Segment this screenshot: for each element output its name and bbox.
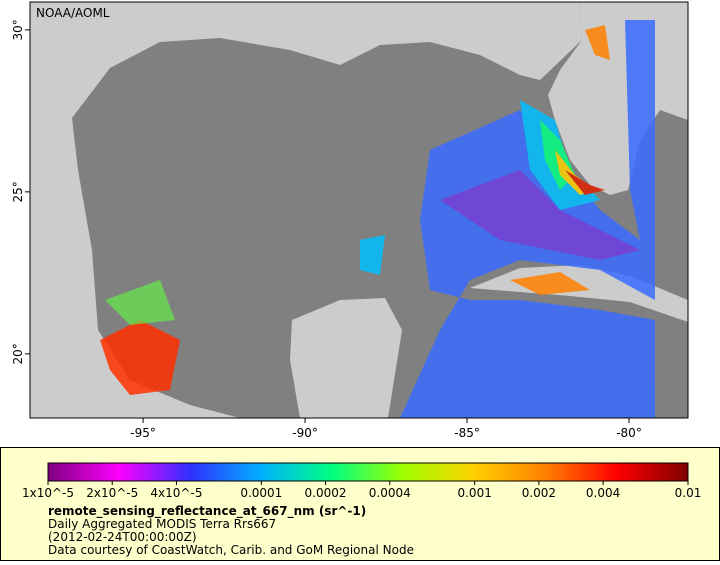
colorbar-tick-label: 0.01 [675, 486, 702, 500]
lat-tick-label: 20° [11, 343, 25, 364]
colorbar-tick-label: 2x10^-5 [86, 486, 138, 500]
map-frame [29, 1, 689, 419]
map [30, 2, 688, 418]
colorbar [47, 462, 689, 482]
land [290, 298, 402, 418]
lat-tick-label: 30° [11, 19, 25, 40]
colorbar-tick-label: 0.004 [586, 486, 620, 500]
lon-tick-label: -90° [292, 426, 318, 440]
colorbar-tick-label: 0.001 [457, 486, 491, 500]
land [30, 2, 582, 418]
lon-tick-label: -95° [130, 426, 156, 440]
colorbar-tick-label: 0.0002 [305, 486, 347, 500]
legend-dataset: Daily Aggregated MODIS Terra Rrs667 [48, 517, 276, 531]
legend-time: (2012-02-24T00:00:00Z) [48, 530, 197, 544]
lon-tick-label: -80° [616, 426, 642, 440]
credit: NOAA/AOML [36, 6, 110, 20]
legend-variable: remote_sensing_reflectance_at_667_nm (sr… [48, 504, 366, 519]
colorbar-tick-label: 0.0004 [369, 486, 411, 500]
colorbar-tick-label: 4x10^-5 [150, 486, 202, 500]
colorbar-tick-label: 1x10^-5 [22, 486, 74, 500]
lon-tick-label: -85° [454, 426, 480, 440]
data-swath [100, 20, 655, 418]
colorbar-tick-label: 0.002 [522, 486, 556, 500]
colorbar-tick-label: 0.0001 [240, 486, 282, 500]
legend-source: Data courtesy of CoastWatch, Carib. and … [48, 543, 414, 557]
lat-tick-label: 25° [11, 181, 25, 202]
